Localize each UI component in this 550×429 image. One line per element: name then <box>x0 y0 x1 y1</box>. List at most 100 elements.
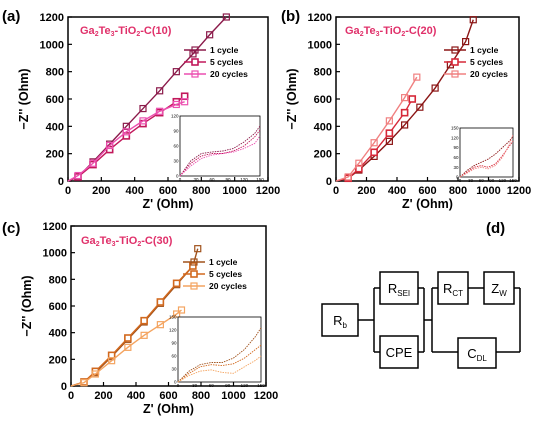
element-box <box>379 335 419 369</box>
inset-x-tick-label: 120 <box>240 177 248 182</box>
inset-x-tick-label: 150 <box>256 177 264 182</box>
legend-label: 1 cycle <box>210 45 239 55</box>
inset-x-tick-label: 150 <box>257 383 265 388</box>
inset-x-tick-label: 60 <box>209 177 215 182</box>
element-label: ZW <box>491 281 507 298</box>
legend-entry: 20 cycles <box>444 69 508 79</box>
element-label-sub: SEI <box>397 289 410 298</box>
chart-title-part: Ga <box>80 25 96 37</box>
element-box <box>321 303 359 337</box>
legend-marker <box>451 46 459 54</box>
y-tick-label: 1200 <box>43 221 67 233</box>
y-tick-label: 600 <box>314 94 332 106</box>
inset-x-tick-label: 60 <box>209 383 215 388</box>
data-point <box>181 98 189 106</box>
element-box <box>379 271 419 305</box>
inset-y-tick-label: 30 <box>173 159 179 164</box>
inset-y-tick-label: 90 <box>173 129 179 134</box>
legend-entry: 5 cycles <box>183 269 242 279</box>
x-tick-label: 200 <box>94 390 112 402</box>
y-tick-label: 600 <box>46 94 64 106</box>
chart-title-part: Ga <box>345 25 361 37</box>
data-point <box>401 94 409 102</box>
data-point <box>140 316 148 325</box>
y-tick-label: 1000 <box>308 39 332 51</box>
data-point <box>222 13 230 21</box>
data-point <box>124 334 132 342</box>
x-tick-label: 0 <box>68 390 74 402</box>
data-point <box>91 370 99 378</box>
panel-letter: (a) <box>2 8 20 25</box>
y-tick-label: 0 <box>61 381 67 393</box>
inset-x-tick-label: 30 <box>468 178 474 183</box>
y-tick-label: 400 <box>49 328 67 340</box>
data-point <box>177 306 186 314</box>
legend-entry: 1 cycle <box>444 45 499 55</box>
chart-title-part: 2 <box>95 31 99 38</box>
y-tick-label: 0 <box>58 176 64 188</box>
inset-x-tick-label: 0 <box>459 178 462 183</box>
chart-title-part: -C(20) <box>405 25 437 37</box>
legend-entry: 20 cycles <box>183 281 247 291</box>
chart-title-part: 2 <box>96 241 100 248</box>
data-point <box>107 351 116 360</box>
circuit-element-cpe: CPE <box>379 335 419 369</box>
data-point <box>124 343 132 351</box>
element-box <box>437 271 469 305</box>
chart-title-part: 2 <box>136 31 140 38</box>
inset-x-tick-label: 0 <box>177 383 180 388</box>
data-point <box>431 84 439 92</box>
data-point <box>401 121 409 129</box>
circuit-element-rct: RCT <box>437 271 469 305</box>
circuit-element-rsei: RSEI <box>379 271 419 305</box>
inset-y-tick-label: 60 <box>453 155 459 160</box>
data-point <box>355 159 363 167</box>
x-tick-label: 600 <box>159 185 177 197</box>
x-tick-label: 0 <box>65 185 71 197</box>
legend-marker <box>191 70 199 78</box>
x-tick-label: 1200 <box>507 185 531 197</box>
x-tick-label: 400 <box>125 185 143 197</box>
legend-marker <box>451 58 459 66</box>
element-label-sub: W <box>499 289 507 298</box>
data-point <box>172 279 181 288</box>
circuit-element-cdl: CDL <box>457 337 497 369</box>
legend-marker <box>191 46 199 54</box>
panel-letter: (c) <box>2 220 20 237</box>
chart-title: Ga2Te3-TiO2-C(30) <box>81 235 173 248</box>
x-axis-title: Z' (Ohm) <box>143 197 194 211</box>
chart-title-part: Te <box>364 25 376 37</box>
series-3 <box>335 73 421 182</box>
inset-x-tick-label: 30 <box>192 383 198 388</box>
y-axis-title: −Z'' (Ohm) <box>17 68 31 129</box>
element-label: RCT <box>443 281 463 298</box>
data-point <box>89 159 97 167</box>
inset-y-tick-label: 0 <box>174 380 177 385</box>
element-box <box>483 271 515 305</box>
element-label-sub: DL <box>477 354 488 363</box>
x-tick-label: 1200 <box>256 185 280 197</box>
chart-title: Ga2Te3-TiO2-C(20) <box>345 25 437 38</box>
data-point <box>108 357 116 365</box>
chart-title-part: -TiO <box>380 25 402 37</box>
data-point <box>189 50 197 58</box>
data-point <box>469 16 477 24</box>
element-box <box>457 337 497 369</box>
y-tick-label: 200 <box>314 149 332 161</box>
y-tick-label: 0 <box>326 176 332 188</box>
inset-x-tick-label: 120 <box>499 178 507 183</box>
data-point <box>370 148 378 157</box>
data-point <box>74 171 82 180</box>
element-label-main: R <box>443 281 452 296</box>
y-tick-label: 400 <box>46 121 64 133</box>
data-point <box>139 104 147 113</box>
chart-panel-c: (c)0 200 400 600 800 1000 12000200400600800100… <box>2 220 278 416</box>
data-point <box>139 117 147 125</box>
data-point <box>189 262 197 270</box>
inset-y-tick-label: 150 <box>169 315 177 320</box>
series-2 <box>70 262 197 387</box>
element-label: CDL <box>467 346 487 363</box>
inset-x-tick-label: 0 <box>179 177 182 182</box>
legend-entry: 5 cycles <box>184 57 243 67</box>
